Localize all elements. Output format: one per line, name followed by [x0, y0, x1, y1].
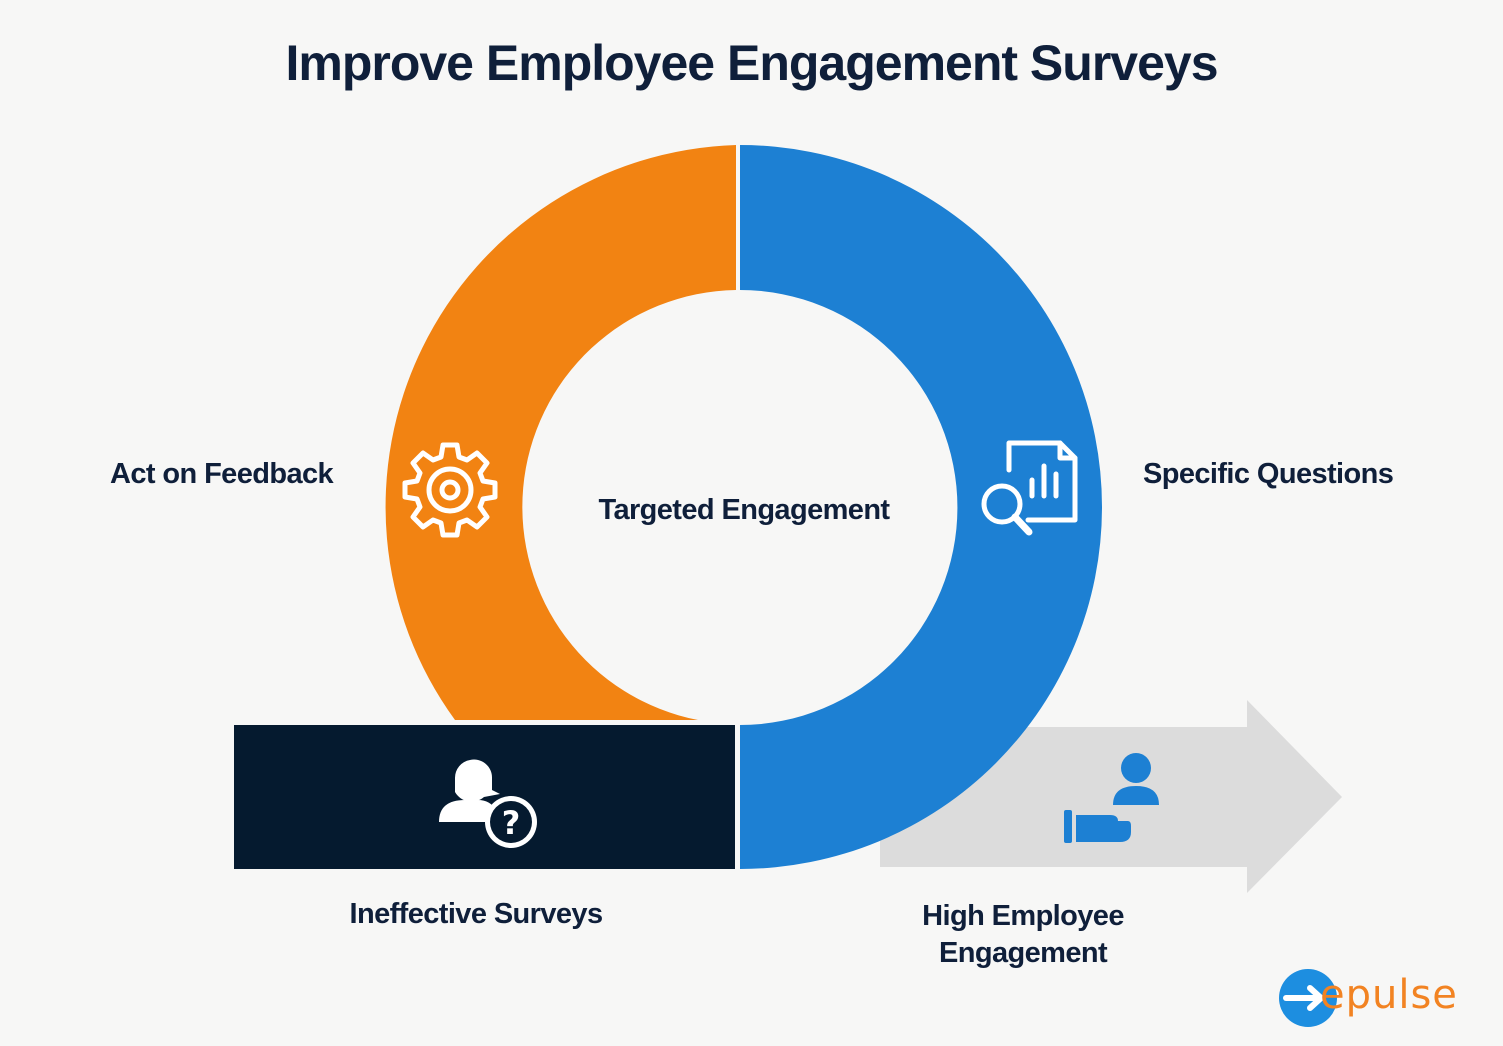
orange-segment — [385, 145, 736, 720]
page-title: Improve Employee Engagement Surveys — [285, 35, 1218, 91]
report-search-icon — [981, 440, 1078, 536]
epulse-logo-icon — [1279, 969, 1337, 1027]
person-question-icon: ? — [439, 759, 537, 848]
gear-icon — [402, 442, 498, 538]
ineffective-bar — [234, 725, 735, 869]
epulse-logo: epulse — [1278, 968, 1468, 1028]
svg-text:?: ? — [502, 804, 521, 842]
blue-segment — [740, 145, 1102, 869]
ineffective-surveys-label: Ineffective Surveys — [349, 898, 604, 930]
epulse-logo-text: epulse — [1320, 972, 1458, 1018]
person-hand-icon — [1064, 753, 1159, 843]
high-employee-engagement-label: High Employee Engagement — [922, 900, 1124, 969]
act-on-feedback-label: Act on Feedback — [110, 458, 334, 490]
targeted-engagement-label: Targeted Engagement — [598, 494, 890, 526]
specific-questions-label: Specific Questions — [1143, 458, 1394, 490]
